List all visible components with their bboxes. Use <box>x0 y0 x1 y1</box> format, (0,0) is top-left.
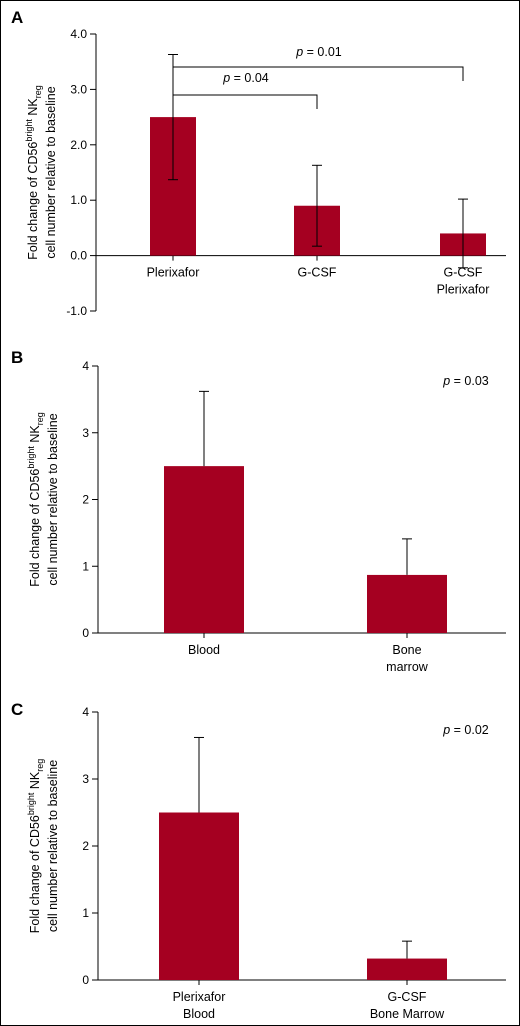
panel-a: A -1.0 0.0 1.0 2.0 3.0 4.0 Fold change of CD56b… <box>11 8 506 318</box>
bar <box>367 958 447 980</box>
y-axis-label: Fold change of CD56bright NKregcell numb… <box>24 85 58 260</box>
y-tick-label: 0 <box>82 973 89 987</box>
y-tick-label: 1.0 <box>70 193 87 207</box>
y-tick-label: 2 <box>82 493 89 507</box>
panel-c: C 0 1 2 3 4 Fold change of CD56bright NKregcel… <box>11 700 506 1021</box>
y-tick-label: -1.0 <box>66 304 87 318</box>
category-label: Blood <box>188 643 220 657</box>
category-label: Plerixafor <box>147 266 200 280</box>
panel-b: B 0 1 2 3 4 Fold change of CD56bright NKregcel… <box>11 348 506 674</box>
bar <box>159 812 239 980</box>
y-tick-label: 3 <box>82 426 89 440</box>
y-tick-label: 4 <box>82 359 89 373</box>
category-label: Plerixafor <box>173 990 226 1004</box>
y-tick-label: 2 <box>82 839 89 853</box>
category-label: Blood <box>183 1007 215 1021</box>
y-tick-label: 0.0 <box>70 249 87 263</box>
panel-label: B <box>11 348 23 367</box>
category-label: G-CSF <box>444 266 483 280</box>
y-tick-label: 1 <box>82 559 89 573</box>
p-value-label: p = 0.02 <box>442 723 489 737</box>
bar <box>164 466 244 633</box>
category-label: Plerixafor <box>437 283 490 297</box>
p-value-label: p = 0.01 <box>295 45 342 59</box>
y-axis-label: Fold change of CD56bright NKregcell numb… <box>26 759 60 934</box>
p-value-label: p = 0.03 <box>442 374 489 388</box>
y-tick-label: 4 <box>82 705 89 719</box>
p-value-label: p = 0.04 <box>222 71 269 85</box>
y-tick-label: 2.0 <box>70 138 87 152</box>
significance-bracket <box>172 66 464 81</box>
category-label: marrow <box>386 660 429 674</box>
y-axis-label: Fold change of CD56bright NKregcell numb… <box>26 412 60 587</box>
y-tick-label: 3.0 <box>70 82 87 96</box>
significance-bracket <box>172 94 318 109</box>
panel-label: C <box>11 700 23 719</box>
category-label: Bone <box>392 643 421 657</box>
category-label: G-CSF <box>388 990 427 1004</box>
panel-label: A <box>11 8 23 27</box>
y-tick-label: 1 <box>82 906 89 920</box>
y-tick-label: 0 <box>82 626 89 640</box>
category-label: Bone Marrow <box>370 1007 445 1021</box>
bar <box>367 574 447 633</box>
category-label: G-CSF <box>298 266 337 280</box>
y-tick-label: 3 <box>82 772 89 786</box>
y-tick-label: 4.0 <box>70 27 87 41</box>
